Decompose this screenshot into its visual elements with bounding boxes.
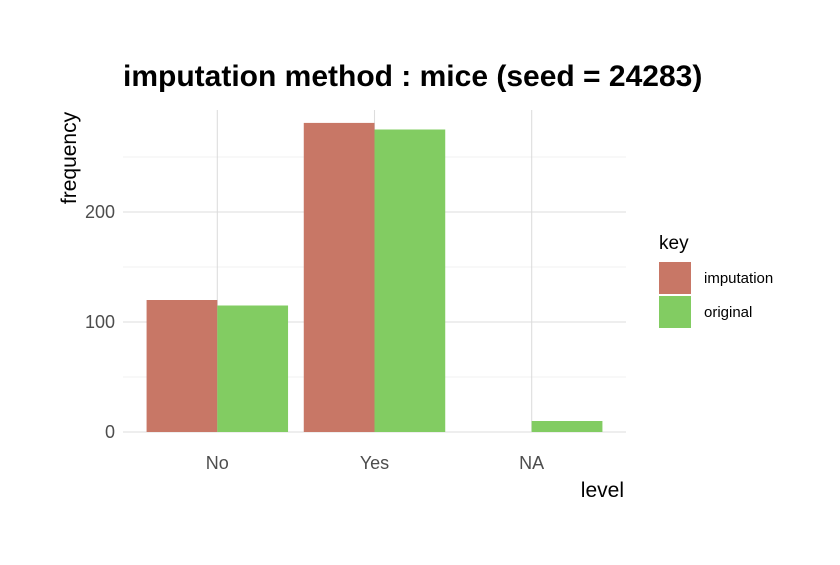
y-axis-label: frequency xyxy=(58,111,81,204)
chart-title: imputation method : mice (seed = 24283) xyxy=(123,60,702,93)
x-tick-label: No xyxy=(206,453,229,473)
tick-labels: 0 100 200 No Yes NA xyxy=(85,202,544,473)
bar-imputation-yes xyxy=(303,122,375,433)
legend-label-imputation: imputation xyxy=(704,270,773,287)
y-tick-label: 0 xyxy=(105,422,115,442)
y-tick-label: 200 xyxy=(85,202,115,222)
bar-original-yes xyxy=(374,129,446,432)
legend: key imputation original xyxy=(659,233,773,328)
x-tick-label: NA xyxy=(519,453,544,473)
bars xyxy=(146,122,603,433)
bar-imputation-no xyxy=(146,300,218,432)
bar-original-no xyxy=(217,305,289,432)
x-axis-label: level xyxy=(581,479,624,502)
x-tick-label: Yes xyxy=(360,453,389,473)
legend-title: key xyxy=(659,233,689,254)
legend-swatch-imputation xyxy=(659,262,691,294)
y-tick-label: 100 xyxy=(85,312,115,332)
legend-swatch-original xyxy=(659,296,691,328)
bar-original-na xyxy=(531,421,603,432)
legend-label-original: original xyxy=(704,304,752,321)
